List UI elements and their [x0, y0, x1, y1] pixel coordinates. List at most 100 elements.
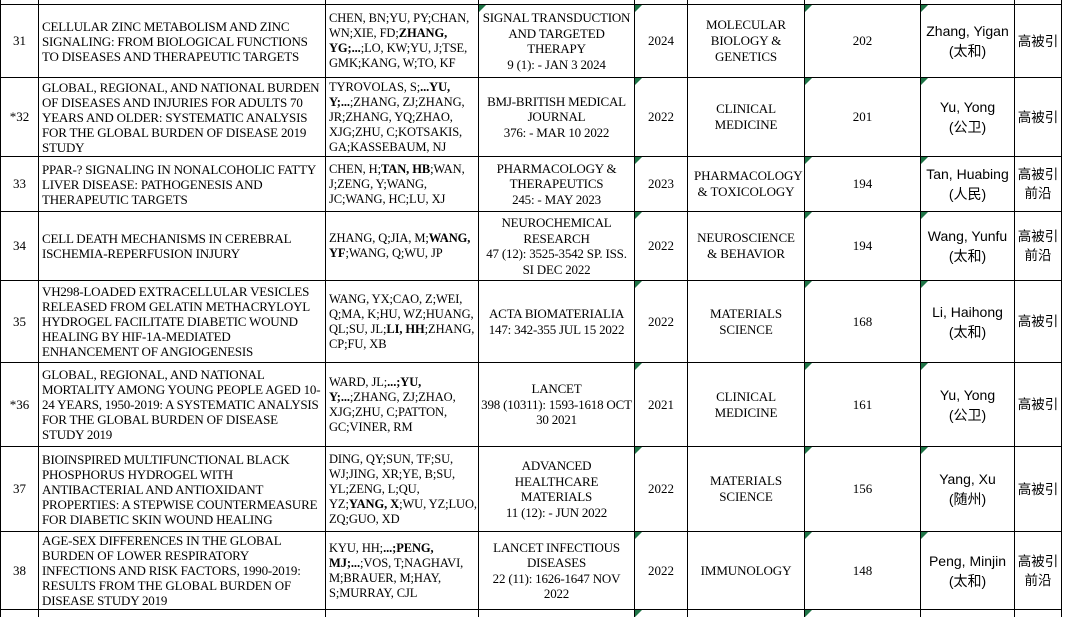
paper-title-cell[interactable]: GLOBAL, REGIONAL, AND NATIONAL BURDEN OF… [39, 78, 326, 157]
clipped-cell[interactable] [805, 610, 921, 617]
journal-line: SIGNAL TRANSDUCTION AND TARGETED THERAPY [481, 10, 632, 57]
paper-title-cell[interactable]: BIOINSPIRED MULTIFUNCTIONAL BLACK PHOSPH… [39, 447, 326, 532]
attributed-author-cell[interactable]: Li, Haihong(太和) [921, 281, 1015, 363]
tags-cell[interactable]: 高被引 [1015, 281, 1062, 363]
category-cell[interactable]: CLINICAL MEDICINE [688, 78, 805, 157]
tags-cell[interactable]: 高被引 [1015, 5, 1062, 78]
attributed-author-cell[interactable]: Tan, Huabing(人民) [921, 157, 1015, 212]
cell-error-indicator-triangle [805, 212, 812, 219]
year-cell[interactable]: 2023 [635, 157, 688, 212]
category-cell[interactable]: CLINICAL MEDICINE [688, 363, 805, 447]
year-cell[interactable]: 2022 [635, 281, 688, 363]
year-cell[interactable]: 2022 [635, 78, 688, 157]
authors-cell[interactable]: CHEN, BN;YU, PY;CHAN, WN;XIE, FD;ZHANG, … [326, 5, 479, 78]
tag-label: 高被引 [1016, 108, 1060, 127]
category-cell[interactable]: IMMUNOLOGY [688, 532, 805, 610]
clipped-cell[interactable] [688, 610, 805, 617]
tag-label: 高被引 [1016, 552, 1060, 571]
citation-count-cell[interactable]: 148 [805, 532, 921, 610]
attributed-author-cell[interactable]: Yu, Yong(公卫) [921, 78, 1015, 157]
citation-count-cell[interactable]: 194 [805, 212, 921, 281]
row-number-cell[interactable]: 38 [1, 532, 39, 610]
tags-cell[interactable]: 高被引 [1015, 447, 1062, 532]
category-cell[interactable]: MATERIALS SCIENCE [688, 447, 805, 532]
row-number-cell[interactable]: 35 [1, 281, 39, 363]
authors-cell[interactable]: ZHANG, Q;JIA, M;WANG, YF;WANG, Q;WU, JP [326, 212, 479, 281]
author-segment: ;WANG, Q;WU, JP [345, 246, 442, 260]
citation-count-cell[interactable]: 168 [805, 281, 921, 363]
clipped-cell[interactable] [1015, 610, 1062, 617]
tags-cell[interactable]: 高被引前沿 [1015, 532, 1062, 610]
category-cell[interactable]: MATERIALS SCIENCE [688, 281, 805, 363]
clipped-cell[interactable] [635, 610, 688, 617]
citation-count-cell[interactable]: 161 [805, 363, 921, 447]
citation-count-cell[interactable]: 156 [805, 447, 921, 532]
author-affiliation: (人民) [921, 184, 1014, 204]
paper-title-cell[interactable]: PPAR-? SIGNALING IN NONALCOHOLIC FATTY L… [39, 157, 326, 212]
cell-error-indicator-triangle [921, 532, 928, 539]
clipped-cell[interactable] [479, 610, 635, 617]
citation-count-cell[interactable]: 194 [805, 157, 921, 212]
paper-title-cell[interactable]: AGE-SEX DIFFERENCES IN THE GLOBAL BURDEN… [39, 532, 326, 610]
cell-error-indicator-triangle [805, 363, 812, 370]
attributed-author-cell[interactable]: Zhang, Yigan(太和) [921, 5, 1015, 78]
year-cell[interactable]: 2024 [635, 5, 688, 78]
authors-cell[interactable]: CHEN, H;TAN, HB;WAN, J;ZENG, Y;WANG, JC;… [326, 157, 479, 212]
paper-title-cell[interactable]: CELLULAR ZINC METABOLISM AND ZINC SIGNAL… [39, 5, 326, 78]
paper-title-cell[interactable]: CELL DEATH MECHANISMS IN CEREBRAL ISCHEM… [39, 212, 326, 281]
cell-error-indicator-triangle [921, 447, 928, 454]
authors-cell[interactable]: WARD, JL;...;YU, Y;...;ZHANG, ZJ;ZHAO, X… [326, 363, 479, 447]
row-number-cell[interactable]: 33 [1, 157, 39, 212]
author-affiliation: (公卫) [921, 117, 1014, 137]
authors-cell[interactable]: KYU, HH;...;PENG, MJ;...;VOS, T;NAGHAVI,… [326, 532, 479, 610]
cell-error-indicator-triangle [805, 5, 812, 12]
row-number-cell[interactable]: 34 [1, 212, 39, 281]
row-number-cell[interactable]: *36 [1, 363, 39, 447]
row-number-cell[interactable]: 31 [1, 5, 39, 78]
row-number-cell[interactable]: *32 [1, 78, 39, 157]
tags-cell[interactable]: 高被引前沿 [1015, 157, 1062, 212]
category-cell[interactable]: MOLECULAR BIOLOGY & GENETICS [688, 5, 805, 78]
attributed-author-cell[interactable]: Wang, Yunfu(太和) [921, 212, 1015, 281]
paper-title-cell[interactable]: VH298-LOADED EXTRACELLULAR VESICLES RELE… [39, 281, 326, 363]
highlighted-author-segment: LI, HH [386, 322, 424, 336]
category-cell[interactable]: NEUROSCIENCE & BEHAVIOR [688, 212, 805, 281]
citation-count-cell[interactable]: 202 [805, 5, 921, 78]
clipped-cell[interactable] [1, 610, 39, 617]
year-cell[interactable]: 2022 [635, 447, 688, 532]
tags-cell[interactable]: 高被引 [1015, 78, 1062, 157]
attributed-author-cell[interactable]: Yang, Xu(随州) [921, 447, 1015, 532]
journal-cell[interactable]: SIGNAL TRANSDUCTION AND TARGETED THERAPY… [479, 5, 635, 78]
row-number-cell[interactable]: 37 [1, 447, 39, 532]
clipped-cell[interactable] [921, 610, 1015, 617]
authors-cell[interactable]: WANG, YX;CAO, Z;WEI, Q;MA, K;HU, WZ;HUAN… [326, 281, 479, 363]
category-cell[interactable]: PHARMACOLOGY & TOXICOLOGY [688, 157, 805, 212]
year-cell[interactable]: 2021 [635, 363, 688, 447]
clipped-cell[interactable] [326, 610, 479, 617]
journal-line: 9 (1): - JAN 3 2024 [481, 57, 632, 73]
paper-title-cell[interactable]: GLOBAL, REGIONAL, AND NATIONAL MORTALITY… [39, 363, 326, 447]
citation-count-cell[interactable]: 201 [805, 78, 921, 157]
attributed-author-cell[interactable]: Yu, Yong(公卫) [921, 363, 1015, 447]
attributed-author-cell[interactable]: Peng, Minjin(太和) [921, 532, 1015, 610]
authors-cell[interactable]: DING, QY;SUN, TF;SU, WJ;JING, XR;YE, B;S… [326, 447, 479, 532]
tags-cell[interactable]: 高被引 [1015, 363, 1062, 447]
journal-line: 245: - MAY 2023 [481, 192, 632, 208]
clipped-cell[interactable] [39, 610, 326, 617]
tags-cell[interactable]: 高被引前沿 [1015, 212, 1062, 281]
cell-error-indicator-triangle [635, 447, 642, 454]
authors-cell[interactable]: TYROVOLAS, S;...YU, Y;...;ZHANG, ZJ;ZHAN… [326, 78, 479, 157]
year-cell[interactable]: 2022 [635, 212, 688, 281]
year-cell[interactable]: 2022 [635, 532, 688, 610]
